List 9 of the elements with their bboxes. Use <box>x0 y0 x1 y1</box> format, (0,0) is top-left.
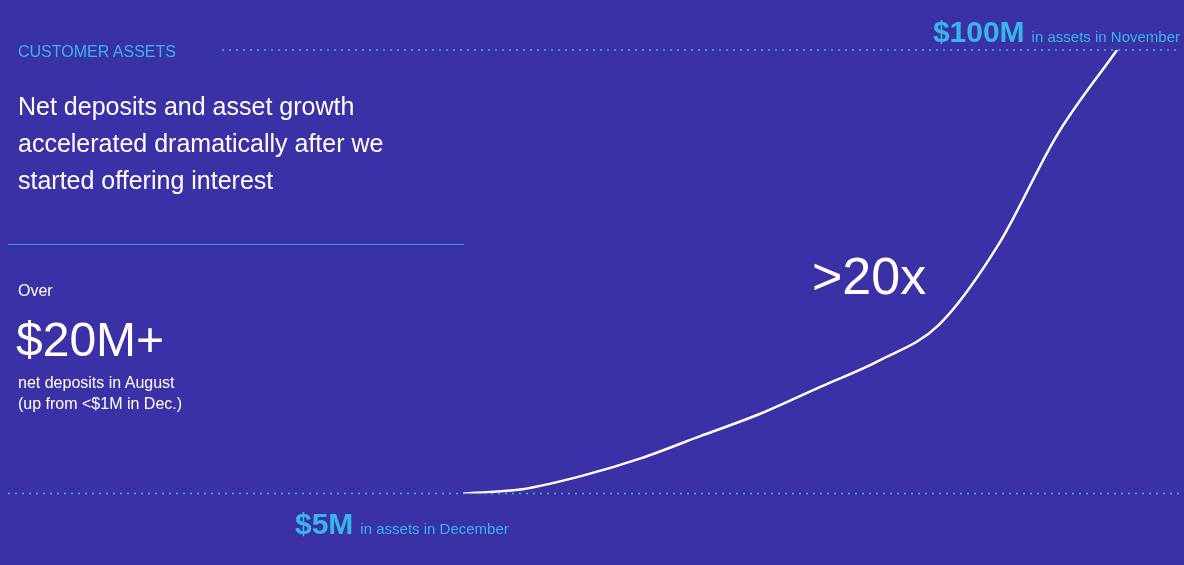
text: Net deposits and asset growth accelerated dramatically after we started offering interest <box>18 91 385 196</box>
text: (up from <$1M in Dec.) <box>18 395 183 413</box>
ref-line-label: $5M in assets in December <box>295 506 509 540</box>
text: Over <box>18 282 53 300</box>
ref-line-label: $100M in assets in November <box>932 15 1181 48</box>
text: CUSTOMER ASSETS <box>18 43 176 61</box>
text: net deposits in August <box>18 374 175 392</box>
text: $20M+ <box>16 312 165 367</box>
annotation: >20x <box>812 246 927 306</box>
